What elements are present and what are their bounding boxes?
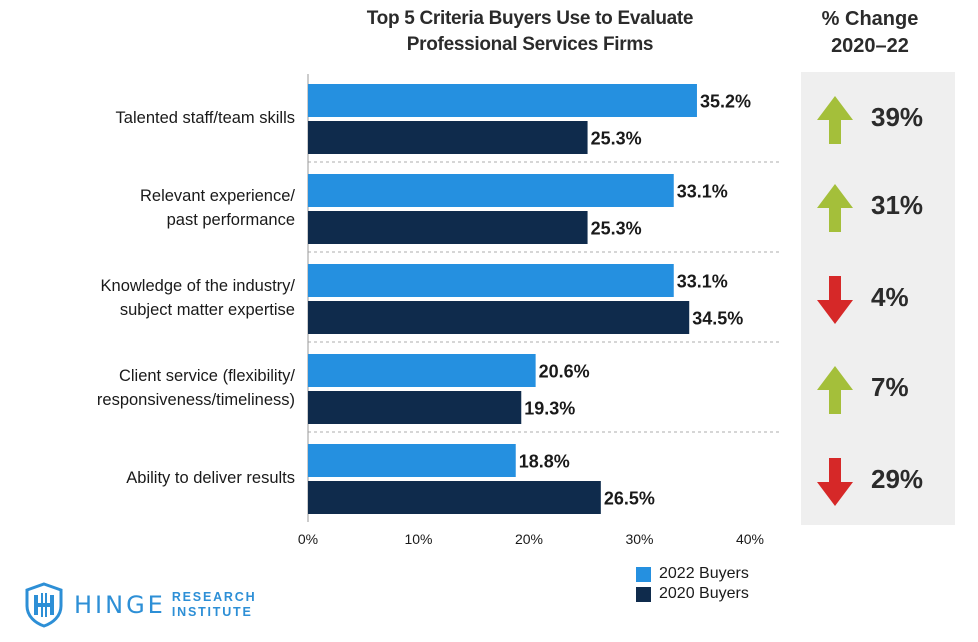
bar-value-label: 18.8% — [519, 452, 570, 472]
legend-label-2022: 2022 Buyers — [659, 565, 749, 582]
bar-value-label: 25.3% — [591, 219, 642, 239]
bar-2020-2 — [308, 301, 690, 334]
arrow-up-icon — [817, 366, 853, 414]
logo-subtitle: RESEARCH INSTITUTE — [172, 590, 257, 620]
change-value: 4% — [871, 282, 909, 312]
category-label-line: past performance — [166, 211, 295, 229]
x-tick-label: 30% — [625, 531, 653, 547]
bar-value-label: 34.5% — [692, 309, 743, 329]
category-label: Talented staff/team skills — [116, 106, 295, 130]
change-panel: 39% 31% 4% 7% 29% — [801, 72, 955, 525]
legend-item-2020: 2020 Buyers — [636, 584, 749, 604]
bar-2022-3 — [308, 354, 536, 387]
category-label-line: Talented staff/team skills — [115, 109, 295, 127]
change-value: 31% — [871, 190, 924, 220]
hinge-logo: HINGE RESEARCH INSTITUTE — [24, 582, 256, 628]
bar-value-label: 33.1% — [677, 272, 728, 292]
category-label-line: Relevant experience/ — [139, 187, 295, 205]
change-row: 39% — [801, 88, 955, 148]
change-row: 4% — [801, 268, 955, 328]
bar-value-label: 25.3% — [591, 129, 642, 149]
bar-2020-1 — [308, 211, 588, 244]
category-label: Relevant experience/past performance — [140, 184, 295, 232]
bar-value-label: 35.2% — [700, 92, 751, 112]
bar-2022-0 — [308, 84, 697, 117]
arrow-down-icon — [817, 276, 853, 324]
change-row: 31% — [801, 176, 955, 236]
change-value: 29% — [871, 464, 924, 494]
category-label-line: subject matter expertise — [119, 301, 295, 319]
x-tick-label: 0% — [298, 531, 318, 547]
logo-subtitle-line-1: RESEARCH — [171, 590, 257, 604]
legend-label-2020: 2020 Buyers — [659, 585, 749, 602]
category-label-line: Client service (flexibility/ — [118, 367, 295, 385]
x-tick-label: 10% — [404, 531, 432, 547]
legend: 2022 Buyers 2020 Buyers — [636, 564, 749, 604]
change-row: 7% — [801, 358, 955, 418]
logo-subtitle-line-2: INSTITUTE — [171, 605, 253, 619]
category-label-line: Knowledge of the industry/ — [100, 277, 295, 295]
change-value: 7% — [871, 372, 909, 402]
arrow-up-icon — [817, 96, 853, 144]
bar-value-label: 33.1% — [677, 182, 728, 202]
bar-2022-2 — [308, 264, 674, 297]
bar-2022-1 — [308, 174, 674, 207]
bar-2020-3 — [308, 391, 522, 424]
x-tick-label: 40% — [736, 531, 764, 547]
category-label: Client service (flexibility/responsivene… — [97, 364, 295, 412]
x-tick-label: 20% — [515, 531, 543, 547]
arrow-up-icon — [817, 184, 853, 232]
chart-title: Top 5 Criteria Buyers Use to Evaluate Pr… — [300, 6, 760, 58]
bar-2022-4 — [308, 444, 516, 477]
logo-wordmark: HINGE — [74, 591, 166, 619]
change-column-header: % Change 2020–22 — [790, 6, 950, 60]
arrow-down-icon — [817, 458, 853, 506]
change-header-line-2: 2020–22 — [831, 35, 909, 57]
legend-swatch-2020 — [636, 586, 651, 602]
chart-title-line-1: Top 5 Criteria Buyers Use to Evaluate — [366, 8, 694, 29]
bar-value-label: 26.5% — [604, 489, 655, 509]
legend-swatch-2022 — [636, 566, 651, 582]
change-value: 39% — [871, 102, 924, 132]
change-header-line-1: % Change — [821, 8, 919, 30]
category-label-line: Ability to deliver results — [126, 469, 295, 487]
bar-value-label: 20.6% — [539, 362, 590, 382]
bar-2020-0 — [308, 121, 588, 154]
category-label: Knowledge of the industry/subject matter… — [101, 274, 295, 322]
bar-2020-4 — [308, 481, 601, 514]
category-label-line: responsiveness/timeliness) — [96, 391, 295, 409]
category-label: Ability to deliver results — [126, 466, 295, 490]
legend-item-2022: 2022 Buyers — [636, 564, 749, 584]
change-row: 29% — [801, 450, 955, 510]
chart-title-line-2: Professional Services Firms — [406, 34, 654, 55]
bar-value-label: 19.3% — [524, 399, 575, 419]
shield-icon — [25, 582, 63, 628]
